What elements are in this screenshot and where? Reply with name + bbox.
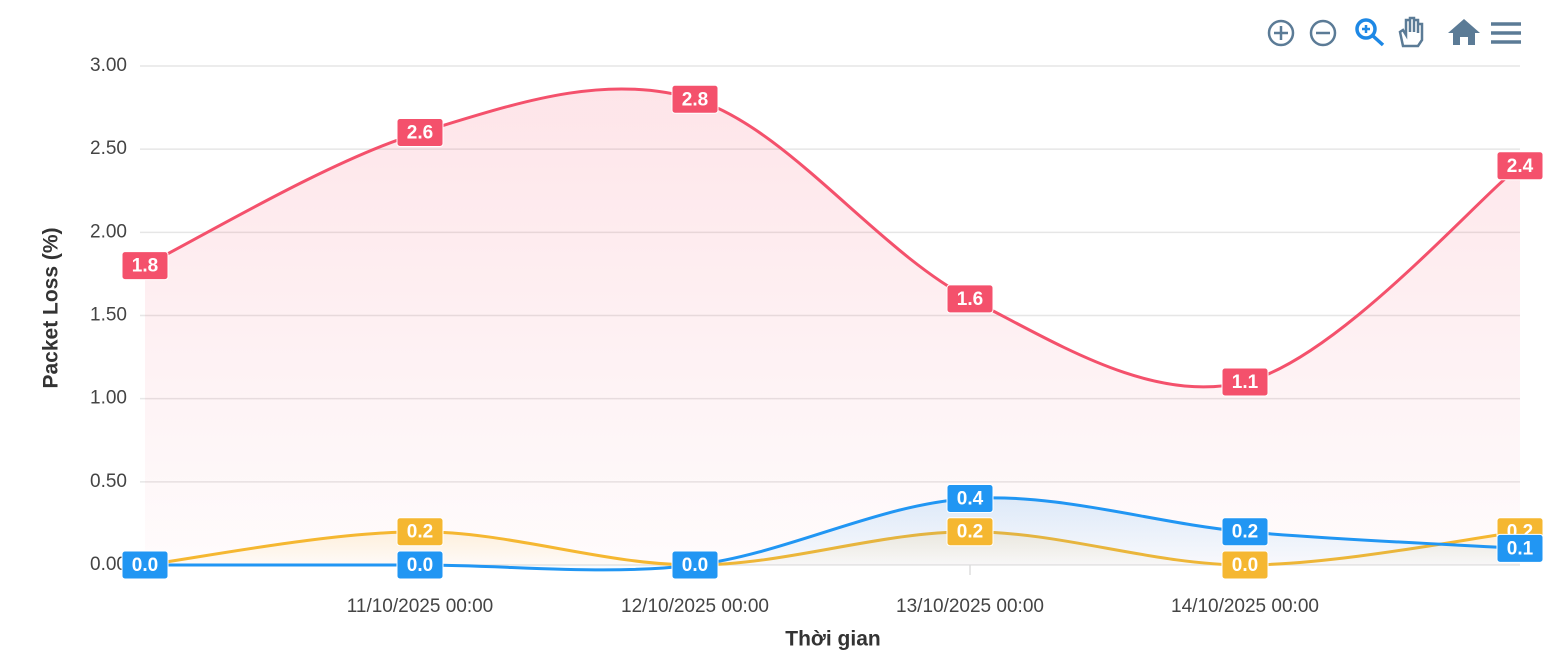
data-label-box [671, 550, 719, 580]
data-label-box [121, 251, 169, 281]
x-tick-label: 12/10/2025 00:00 [621, 596, 769, 617]
data-label: 0.2 [1232, 522, 1258, 543]
toolbar [1267, 16, 1521, 48]
data-label: 1.1 [1232, 372, 1259, 393]
y-axis-title: Packet Loss (%) [40, 227, 63, 388]
x-tick-label: 13/10/2025 00:00 [896, 596, 1044, 617]
x-axis-title: Thời gian [785, 628, 880, 651]
data-label: 0.0 [132, 555, 158, 576]
data-label-box [121, 550, 169, 580]
y-tick-label: 2.50 [90, 138, 127, 159]
data-label-box [1221, 367, 1269, 397]
data-label-box [1221, 517, 1269, 547]
data-label-box [1496, 151, 1544, 181]
area [145, 497, 1520, 570]
data-label-box [396, 517, 444, 547]
data-label: 0.0 [682, 555, 708, 576]
line [144, 87, 1521, 389]
selection-zoom-button[interactable] [1355, 18, 1385, 47]
area [145, 88, 1520, 565]
x-tick-label: 14/10/2025 00:00 [1171, 596, 1319, 617]
data-label: 2.8 [682, 89, 708, 110]
data-label: 1.6 [957, 289, 983, 310]
menu-button[interactable] [1491, 22, 1521, 44]
y-tick-label: 1.00 [90, 388, 127, 409]
data-label-box [396, 118, 444, 148]
zoom-out-button[interactable] [1309, 19, 1337, 47]
data-label-box [396, 550, 444, 580]
y-tick-label: 0.50 [90, 471, 127, 492]
data-label-box [671, 84, 719, 114]
zoom-in-button[interactable] [1267, 19, 1295, 47]
data-label: 0.0 [407, 555, 433, 576]
x-tick-label: 11/10/2025 00:00 [347, 596, 494, 617]
reset-button[interactable] [1448, 19, 1480, 45]
data-label-box [946, 517, 994, 547]
pan-button[interactable] [1398, 16, 1424, 48]
data-label: 0.2 [957, 522, 983, 543]
data-label-box [946, 483, 994, 513]
data-label-box [946, 284, 994, 314]
y-tick-label: 0.00 [90, 554, 127, 575]
y-tick-label: 1.50 [90, 305, 127, 326]
data-label-box [1496, 533, 1544, 563]
data-label: 2.4 [1507, 156, 1534, 177]
data-label-box [1221, 550, 1269, 580]
data-label: 1.8 [132, 256, 158, 277]
data-label: 0.2 [407, 522, 433, 543]
y-tick-label: 2.00 [90, 221, 127, 242]
data-label: 0.0 [1232, 555, 1258, 576]
y-tick-label: 3.00 [90, 55, 127, 76]
data-label: 0.4 [957, 488, 984, 509]
data-label: 0.1 [1507, 538, 1534, 559]
data-label: 2.6 [407, 123, 433, 144]
line [144, 496, 1521, 572]
